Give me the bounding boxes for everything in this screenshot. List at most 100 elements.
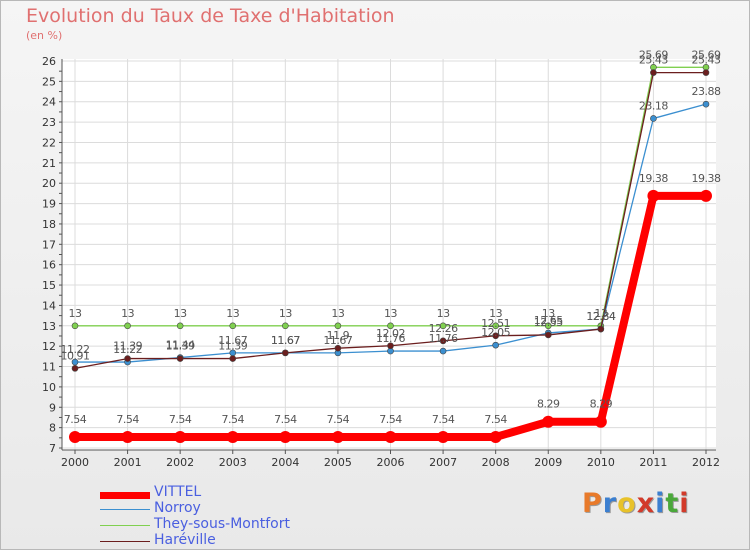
legend-label-vittel: VITTEL: [154, 484, 202, 500]
y-tick-label: 11: [42, 361, 56, 374]
chart-title: Evolution du Taux de Taxe d'Habitation: [26, 5, 395, 27]
data-label-they-sous-montfort: 13: [121, 307, 134, 320]
y-tick-label: 22: [42, 136, 56, 149]
data-point-har-ville: [334, 344, 342, 352]
data-label-norroy: 12.84: [586, 310, 615, 323]
data-label-vittel: 7.54: [379, 413, 402, 426]
data-label-they-sous-montfort: 13: [489, 307, 502, 320]
y-tick-label: 10: [42, 381, 56, 394]
data-label-vittel: 7.54: [64, 413, 87, 426]
data-point-they-sous-montfort: [439, 322, 447, 330]
y-tick-label: 24: [42, 96, 56, 109]
x-tick-label: 2002: [166, 456, 194, 469]
y-tick-label: 20: [42, 177, 56, 190]
data-label-har-ville: 11.67: [271, 334, 300, 347]
data-point-har-ville: [176, 355, 184, 362]
data-label-norroy: 11.76: [429, 332, 458, 345]
x-tick-label: 2012: [692, 456, 720, 469]
data-point-they-sous-montfort: [282, 322, 289, 330]
data-point-vittel: [542, 415, 555, 428]
data-label-norroy: 11.44: [166, 339, 195, 352]
y-tick-label: 16: [42, 259, 56, 272]
proxiti-logo: Proxiti: [582, 488, 690, 519]
data-point-har-ville: [71, 365, 79, 372]
data-point-har-ville: [387, 342, 394, 350]
legend-swatch-vittel: [100, 492, 150, 499]
data-label-norroy: 23.88: [692, 85, 721, 98]
data-point-har-ville: [492, 332, 499, 340]
data-point-vittel: [384, 431, 397, 444]
data-point-they-sous-montfort: [229, 322, 237, 330]
data-label-vittel: 7.54: [327, 413, 350, 426]
x-tick-label: 2011: [639, 456, 667, 469]
data-point-har-ville: [229, 355, 237, 362]
data-label-vittel: 19.38: [639, 172, 668, 185]
y-tick-label: 23: [42, 116, 56, 129]
data-label-vittel: 7.54: [432, 413, 455, 426]
y-tick-label: 26: [42, 55, 56, 68]
data-point-norroy: [702, 100, 710, 108]
y-tick-label: 18: [42, 218, 56, 231]
y-tick-label: 15: [42, 279, 56, 292]
y-tick-label: 25: [42, 75, 56, 88]
x-tick-label: 2006: [377, 456, 405, 469]
data-point-har-ville: [282, 349, 289, 357]
x-tick-label: 2010: [587, 456, 615, 469]
y-tick-label: 7: [49, 442, 56, 455]
data-point-they-sous-montfort: [492, 322, 499, 330]
x-tick-label: 2005: [324, 456, 352, 469]
data-point-norroy: [439, 347, 447, 355]
data-label-they-sous-montfort: 13: [594, 307, 607, 320]
data-label-vittel: 7.54: [222, 413, 245, 426]
data-point-they-sous-montfort: [387, 322, 394, 330]
data-point-har-ville: [439, 337, 447, 345]
data-point-vittel: [331, 431, 344, 444]
x-tick-label: 2008: [482, 456, 510, 469]
data-label-har-ville: 10.91: [61, 349, 90, 362]
y-tick-label: 21: [42, 157, 56, 170]
x-tick-label: 2004: [271, 456, 299, 469]
data-point-vittel: [594, 415, 607, 428]
data-label-norroy: 11.67: [218, 334, 247, 347]
data-label-har-ville: 11.9: [327, 329, 350, 342]
data-point-they-sous-montfort: [176, 322, 184, 330]
data-point-norroy: [650, 115, 657, 122]
data-label-har-ville: 12.02: [376, 327, 405, 340]
data-point-har-ville: [597, 325, 605, 333]
data-label-vittel: 7.54: [484, 413, 507, 426]
data-point-vittel: [226, 431, 239, 444]
x-tick-label: 2003: [219, 456, 247, 469]
data-label-har-ville: 12.26: [429, 322, 458, 335]
data-label-they-sous-montfort: 13: [174, 307, 187, 320]
data-point-vittel: [174, 431, 187, 444]
data-label-har-ville: 12.51: [481, 317, 510, 330]
data-label-vittel: 19.38: [692, 172, 721, 185]
plot-area: [62, 59, 716, 450]
legend-swatch-norroy: [100, 509, 150, 510]
y-tick-label: 19: [42, 198, 56, 211]
legend-label-hareville: Haréville: [154, 532, 216, 548]
y-tick-label: 12: [42, 340, 56, 353]
data-point-har-ville: [544, 331, 552, 339]
y-tick-label: 14: [42, 299, 56, 312]
data-label-norroy: 11.67: [271, 334, 300, 347]
data-point-vittel: [121, 431, 134, 444]
data-point-norroy: [71, 358, 79, 366]
data-point-har-ville: [124, 355, 131, 362]
data-label-har-ville: 11.39: [218, 340, 247, 353]
data-point-they-sous-montfort: [544, 322, 552, 330]
legend-swatch-hareville: [100, 541, 150, 542]
data-label-har-ville: 11.39: [166, 340, 195, 353]
x-tick-label: 2000: [61, 456, 89, 469]
data-label-har-ville: 12.84: [586, 310, 615, 323]
data-point-vittel: [279, 431, 292, 444]
data-point-har-ville: [702, 69, 710, 76]
y-axis-unit-label: (en %): [26, 29, 63, 42]
data-point-they-sous-montfort: [124, 322, 131, 330]
data-label-norroy: 12.65: [534, 314, 563, 327]
data-label-vittel: 8.29: [590, 398, 613, 411]
data-label-vittel: 8.29: [537, 398, 560, 411]
data-point-they-sous-montfort: [71, 322, 79, 330]
data-label-norroy: 23.18: [639, 99, 668, 112]
